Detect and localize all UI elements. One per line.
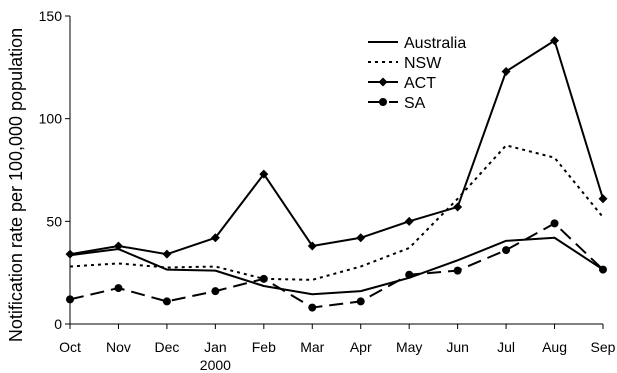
data-point-sa <box>356 297 365 306</box>
data-point-sa <box>453 266 462 275</box>
data-point-act <box>550 36 560 46</box>
data-point-act <box>501 66 511 76</box>
x-tick-label: Aug <box>542 339 567 355</box>
y-tick-label: 50 <box>46 213 62 229</box>
y-axis-title: Notification rate per 100,000 population <box>6 28 26 342</box>
legend-label: Australia <box>404 35 466 52</box>
y-tick-label: 100 <box>39 111 63 127</box>
x-tick-label: Feb <box>252 339 276 355</box>
data-point-act <box>259 169 269 179</box>
legend-label: NSW <box>404 55 442 72</box>
legend-marker <box>378 77 388 87</box>
x-tick-label: Jun <box>446 339 469 355</box>
data-point-sa <box>599 265 607 274</box>
legend-label: SA <box>404 95 426 112</box>
data-point-act <box>404 216 414 226</box>
data-point-act <box>210 233 220 243</box>
axes <box>69 16 603 325</box>
x-tick-label: Nov <box>106 339 131 355</box>
series-australia <box>69 236 604 296</box>
data-point-act <box>598 194 608 204</box>
data-point-sa <box>114 284 123 293</box>
series-nsw <box>69 144 604 281</box>
series-layer <box>65 36 608 312</box>
data-point-sa <box>66 295 74 304</box>
data-point-act <box>307 241 317 251</box>
data-point-sa <box>502 246 511 255</box>
x-ticks: Oct Nov Dec Jan Feb Mar Apr May Jun Jul Aug Sep 2000 <box>59 324 616 373</box>
series-act <box>65 36 608 259</box>
data-point-sa <box>550 219 559 228</box>
y-ticks: 0 50 100 150 <box>39 8 70 332</box>
x-tick-label: Sep <box>591 339 616 355</box>
legend-item-australia: Australia <box>368 35 466 52</box>
legend-item-nsw: NSW <box>368 55 442 72</box>
data-point-sa <box>405 270 414 279</box>
x-tick-sublabel: 2000 <box>200 357 231 373</box>
data-point-act <box>356 233 366 243</box>
legend: Australia NSW ACT SA <box>368 35 466 112</box>
x-tick-label: Dec <box>154 339 179 355</box>
data-point-act <box>113 241 123 251</box>
legend-label: ACT <box>404 75 436 92</box>
data-point-sa <box>308 303 317 312</box>
series-line-sa <box>69 222 604 309</box>
y-tick-label: 0 <box>54 316 62 332</box>
data-point-act <box>453 202 463 212</box>
data-point-sa <box>211 287 220 296</box>
series-line-australia <box>69 236 604 296</box>
x-tick-label: Oct <box>59 339 81 355</box>
legend-item-sa: SA <box>368 95 426 112</box>
data-point-act <box>65 249 75 259</box>
series-sa <box>66 219 607 312</box>
legend-item-act: ACT <box>368 75 436 92</box>
x-tick-label: Apr <box>350 339 372 355</box>
x-tick-label: Jan <box>204 339 227 355</box>
x-tick-label: Jul <box>497 339 515 355</box>
data-point-sa <box>259 274 268 283</box>
x-tick-label: Mar <box>300 339 324 355</box>
x-tick-label: May <box>396 339 422 355</box>
series-line-act <box>69 39 604 256</box>
legend-marker <box>379 98 387 106</box>
data-point-act <box>162 249 172 259</box>
series-line-nsw <box>69 144 604 281</box>
data-point-sa <box>162 297 171 306</box>
y-tick-label: 150 <box>39 8 63 24</box>
